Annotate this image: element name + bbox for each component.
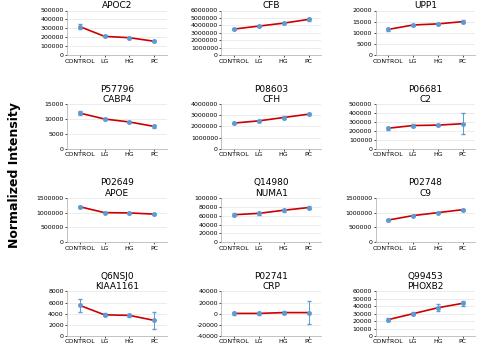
Title: P02655
APOC2: P02655 APOC2 [100,0,134,10]
Title: P02649
APOE: P02649 APOE [100,178,134,198]
Title: Q14980
NUMA1: Q14980 NUMA1 [253,178,289,198]
Text: Normalized Intensity: Normalized Intensity [8,102,21,248]
Title: P57796
CABP4: P57796 CABP4 [100,85,134,104]
Title: P06681
C2: P06681 C2 [408,85,443,104]
Title: P02741
CRP: P02741 CRP [254,272,288,291]
Title: Q99453
PHOXB2: Q99453 PHOXB2 [407,272,444,291]
Title: Q16831
UPP1: Q16831 UPP1 [408,0,444,10]
Title: P02748
C9: P02748 C9 [408,178,443,198]
Title: P08603
CFH: P08603 CFH [254,85,288,104]
Title: Q6NSJ0
KIAA1161: Q6NSJ0 KIAA1161 [95,272,139,291]
Title: P00751
CFB: P00751 CFB [254,0,288,10]
